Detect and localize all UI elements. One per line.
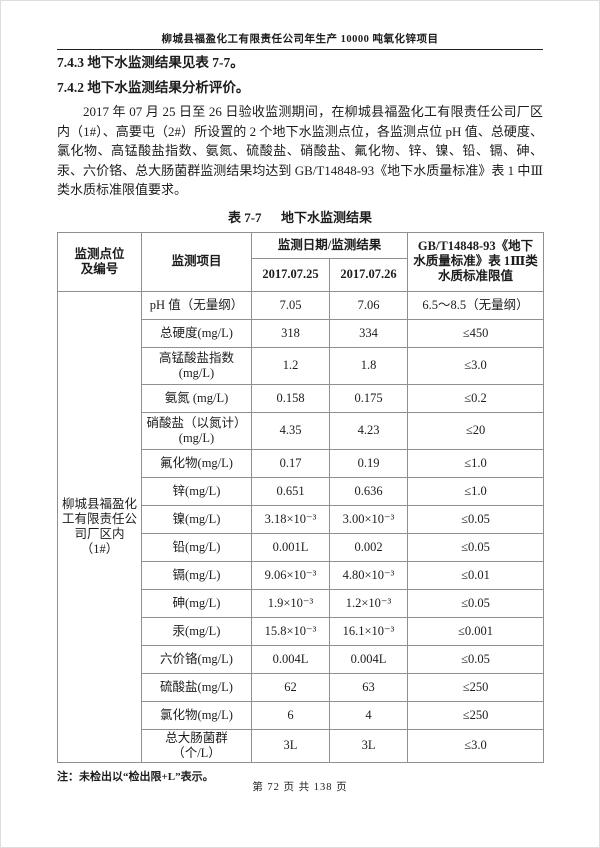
table-row: 六价铬(mg/L) 0.004L 0.004L ≤0.05 [58, 644, 545, 674]
value-cell: 1.9×10⁻³ [251, 588, 330, 618]
item-cell: 硝酸盐（以氮计） (mg/L) [141, 411, 252, 450]
page-number: 第 72 页 共 138 页 [252, 782, 348, 793]
header-rule [57, 49, 543, 50]
value-cell: 4 [328, 700, 409, 730]
value-cell: 1.2×10⁻³ [328, 588, 409, 618]
limit-cell: ≤0.05 [407, 644, 545, 674]
table-row: 硫酸盐(mg/L) 62 63 ≤250 [58, 672, 545, 702]
value-cell: 4.35 [251, 411, 330, 450]
section-heading-743: 7.4.3 地下水监测结果见表 7-7。 [57, 55, 244, 70]
item-cell: 锌(mg/L) [141, 476, 252, 506]
value-cell: 0.651 [251, 476, 330, 506]
table-row: 镉(mg/L) 9.06×10⁻³ 4.80×10⁻³ ≤0.01 [58, 560, 545, 590]
limit-cell: ≤0.05 [407, 588, 545, 618]
value-cell: 0.175 [328, 383, 409, 413]
value-cell: 0.004L [328, 644, 409, 674]
header-date-2: 2017.07.26 [328, 257, 409, 292]
value-cell: 1.8 [328, 346, 409, 385]
value-cell: 3L [328, 728, 409, 763]
table-row: 铅(mg/L) 0.001L 0.002 ≤0.05 [58, 532, 545, 562]
table-row: 氨氮 (mg/L) 0.158 0.175 ≤0.2 [58, 383, 545, 413]
table-caption: 表 7-7 地下水监测结果 [227, 209, 373, 225]
value-cell: 3L [251, 728, 330, 763]
limit-cell: ≤450 [407, 318, 545, 348]
header-dates-group: 监测日期/监测结果 [250, 231, 409, 259]
value-cell: 334 [328, 318, 409, 348]
header-date-1: 2017.07.25 [251, 257, 330, 292]
site-cell: 柳城县福盈化工有限责任公司厂区内（1#） [57, 290, 142, 763]
value-cell: 3.00×10⁻³ [328, 504, 409, 534]
section-heading-742: 7.4.2 地下水监测结果分析评价。 [57, 80, 250, 95]
running-header: 柳城县福盈化工有限责任公司年生产 10000 吨氧化锌项目 [161, 34, 439, 45]
table-header-row-1: 监测点位 及编号 监测项目 监测日期/监测结果 GB/T14848-93《地下 … [57, 231, 545, 292]
value-cell: 0.001L [251, 532, 330, 562]
value-cell: 3.18×10⁻³ [251, 504, 330, 534]
limit-cell: ≤0.05 [407, 504, 545, 534]
value-cell: 7.05 [251, 290, 330, 320]
body-paragraph: 2017 年 07 月 25 日至 26 日验收监测期间，在柳城县福盈化工有限责… [57, 104, 543, 197]
item-cell: 氨氮 (mg/L) [141, 383, 252, 413]
header-site-column: 监测点位 及编号 [57, 231, 142, 292]
header-standard-column: GB/T14848-93《地下 水质量标准》表 1Ⅲ类 水质标准限值 [407, 231, 545, 292]
limit-cell: ≤0.05 [407, 532, 545, 562]
limit-cell: ≤250 [407, 700, 545, 730]
table-row: 镍(mg/L) 3.18×10⁻³ 3.00×10⁻³ ≤0.05 [58, 504, 545, 534]
table-header-row-2: 2017.07.25 2017.07.26 [58, 257, 544, 292]
table-row: 总大肠菌群（个/L） 3L 3L ≤3.0 [58, 728, 545, 763]
table-row: 氯化物(mg/L) 6 4 ≤250 [58, 700, 545, 730]
table-row: 汞(mg/L) 15.8×10⁻³ 16.1×10⁻³ ≤0.001 [58, 616, 545, 646]
limit-cell: ≤20 [407, 411, 545, 450]
value-cell: 4.80×10⁻³ [328, 560, 409, 590]
value-cell: 6 [251, 700, 330, 730]
item-cell: 六价铬(mg/L) [141, 644, 252, 674]
header-item-column: 监测项目 [141, 231, 252, 292]
item-cell: 高锰酸盐指数 (mg/L) [141, 346, 252, 385]
value-cell: 0.004L [251, 644, 330, 674]
value-cell: 0.158 [251, 383, 330, 413]
item-cell: 总大肠菌群（个/L） [141, 728, 252, 763]
value-cell: 1.2 [251, 346, 330, 385]
limit-cell: ≤3.0 [407, 346, 545, 385]
table-row: 氟化物(mg/L) 0.17 0.19 ≤1.0 [58, 448, 545, 478]
value-cell: 0.17 [251, 448, 330, 478]
item-cell: 硫酸盐(mg/L) [141, 672, 252, 702]
table-row: 硝酸盐（以氮计） (mg/L) 4.35 4.23 ≤20 [58, 411, 545, 450]
value-cell: 0.002 [328, 532, 409, 562]
item-cell: 铅(mg/L) [141, 532, 252, 562]
limit-cell: ≤0.2 [407, 383, 545, 413]
value-cell: 62 [251, 672, 330, 702]
item-cell: pH 值（无量纲） [141, 290, 252, 320]
value-cell: 15.8×10⁻³ [251, 616, 330, 646]
table-note: 注：未检出以“检出限+L”表示。 [57, 770, 214, 783]
table-row: 总硬度(mg/L) 318 334 ≤450 [58, 318, 545, 348]
item-cell: 镍(mg/L) [141, 504, 252, 534]
item-cell: 镉(mg/L) [141, 560, 252, 590]
limit-cell: ≤3.0 [407, 728, 545, 763]
limit-cell: ≤0.001 [407, 616, 545, 646]
groundwater-monitoring-table: 监测点位 及编号 监测项目 监测日期/监测结果 GB/T14848-93《地下 … [57, 231, 545, 763]
value-cell: 9.06×10⁻³ [251, 560, 330, 590]
limit-cell: ≤0.01 [407, 560, 545, 590]
item-cell: 氯化物(mg/L) [141, 700, 252, 730]
value-cell: 16.1×10⁻³ [328, 616, 409, 646]
item-cell: 砷(mg/L) [141, 588, 252, 618]
value-cell: 4.23 [328, 411, 409, 450]
limit-cell: ≤1.0 [407, 448, 545, 478]
limit-cell: 6.5～8.5（无量纲） [407, 290, 545, 320]
value-cell: 7.06 [328, 290, 409, 320]
value-cell: 0.636 [328, 476, 409, 506]
limit-cell: ≤250 [407, 672, 545, 702]
value-cell: 318 [251, 318, 330, 348]
table-row: 柳城县福盈化工有限责任公司厂区内（1#） pH 值（无量纲） 7.05 7.06… [57, 290, 545, 763]
value-cell: 63 [328, 672, 409, 702]
item-cell: 汞(mg/L) [141, 616, 252, 646]
item-cell: 氟化物(mg/L) [141, 448, 252, 478]
value-cell: 0.19 [328, 448, 409, 478]
item-cell: 总硬度(mg/L) [141, 318, 252, 348]
limit-cell: ≤1.0 [407, 476, 545, 506]
